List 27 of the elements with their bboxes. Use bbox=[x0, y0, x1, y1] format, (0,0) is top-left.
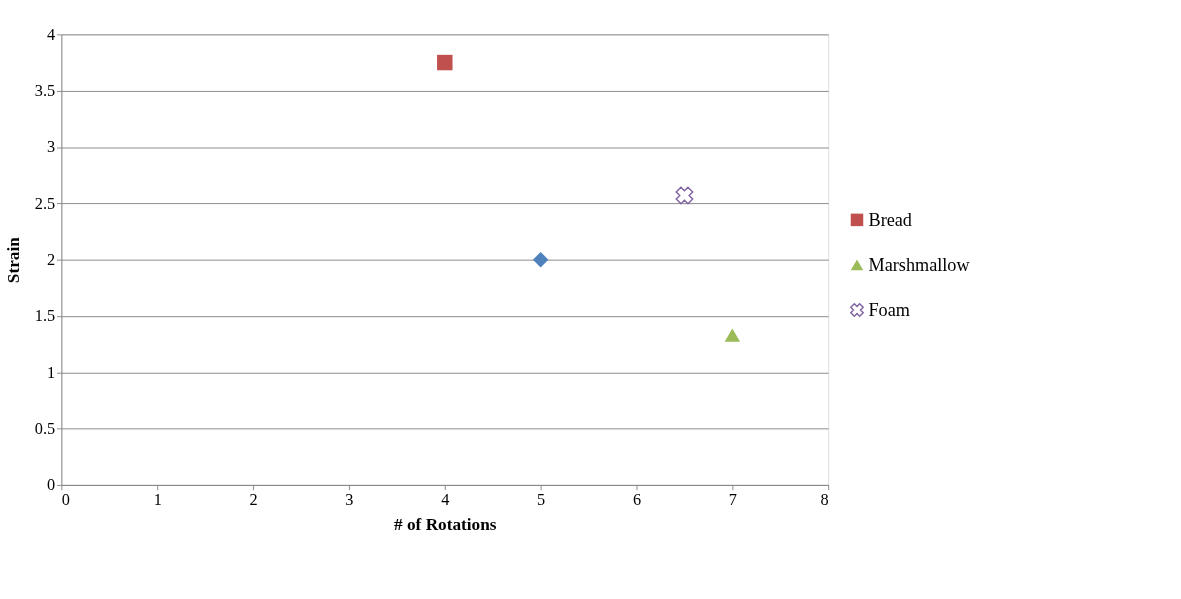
x-tick-label: 1 bbox=[153, 489, 162, 509]
x-tick-label: 8 bbox=[820, 489, 829, 509]
y-tick-label: 1.5 bbox=[34, 306, 56, 326]
x-tick-label: 7 bbox=[728, 489, 737, 509]
x-tick-label: 4 bbox=[441, 489, 450, 509]
y-tick-label: 3.5 bbox=[34, 80, 56, 100]
point bbox=[437, 54, 453, 71]
x-tick-label: 5 bbox=[537, 489, 546, 509]
y-tick-label: 2.5 bbox=[34, 193, 56, 213]
x-tick-label: 2 bbox=[249, 489, 258, 509]
legend-label: Foam bbox=[868, 299, 910, 320]
x-tick-label: 3 bbox=[345, 489, 354, 509]
point bbox=[532, 251, 549, 268]
point bbox=[724, 328, 741, 342]
y-tick-label: 0 bbox=[46, 475, 56, 495]
x-tick-label: 6 bbox=[632, 489, 642, 509]
y-axis-title: Strain bbox=[4, 236, 24, 284]
y-tick-label: 4 bbox=[46, 24, 56, 44]
y-tick-label: 0.5 bbox=[34, 418, 56, 438]
point bbox=[675, 186, 694, 205]
y-tick-label: 2 bbox=[46, 249, 56, 269]
legend-label: Marshmallow bbox=[868, 254, 971, 275]
x-axis-title: # of Rotations bbox=[394, 515, 497, 535]
y-tick-label: 1 bbox=[46, 362, 56, 382]
legend-label: Bread bbox=[868, 209, 912, 230]
y-tick-label: 3 bbox=[46, 137, 56, 157]
x-tick-label: 0 bbox=[61, 489, 70, 509]
